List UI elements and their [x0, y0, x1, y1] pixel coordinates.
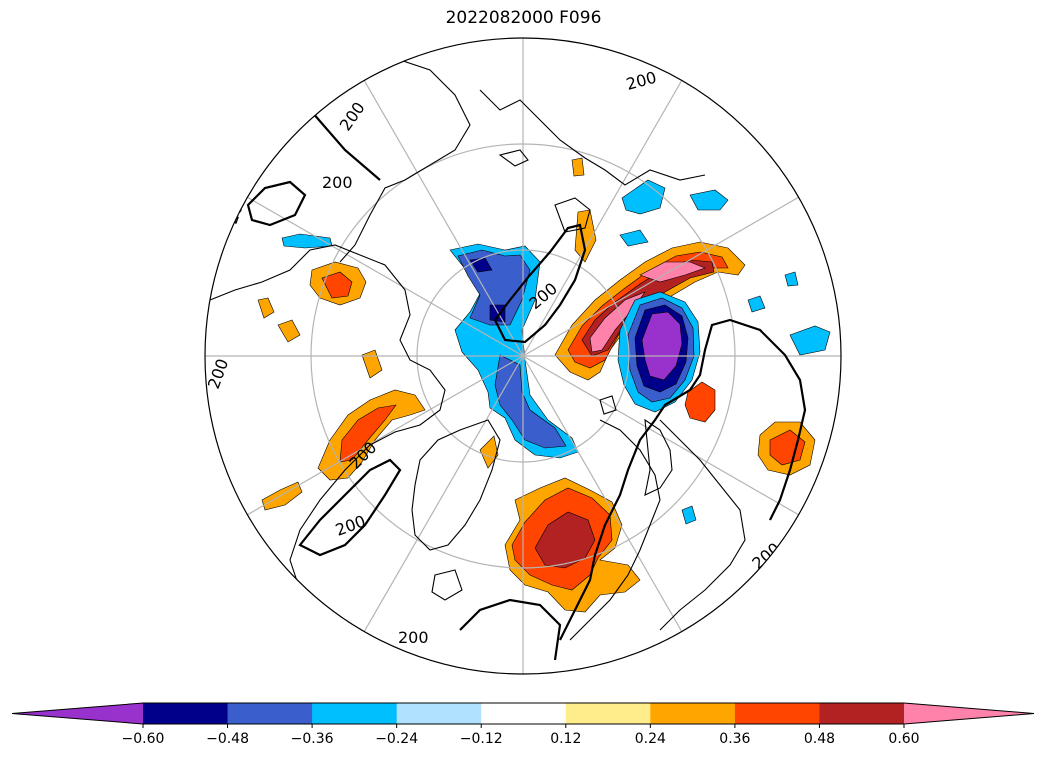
contour-label: 200: [322, 173, 353, 192]
colorbar-segment: [650, 703, 736, 724]
colorbar-tick-label: 0.48: [804, 731, 835, 747]
coast-alaska-canada: [209, 244, 446, 611]
negative-anomaly-small-4: [747, 295, 766, 313]
positive-anomaly-greenland-west-core: [321, 271, 353, 299]
colorbar-tick-label: −0.36: [291, 731, 334, 747]
colorbar-segment: [565, 703, 651, 724]
colorbar-tick-label: 0.60: [888, 731, 919, 747]
contour-arctic-trough: [493, 223, 587, 344]
contour-atlantic: [459, 598, 562, 661]
positive-anomaly-med: [684, 381, 716, 423]
contour-eurasia: [559, 318, 807, 641]
colorbar-extend-high: [904, 703, 1034, 724]
colorbar-segment: [481, 703, 567, 724]
coastlines: [209, 59, 746, 641]
negative-anomaly-central-core: [457, 249, 567, 449]
map-title: 2022082000 F096: [445, 8, 602, 28]
colorbar-segment: [819, 703, 905, 724]
positive-anomaly-small-1: [257, 297, 275, 319]
colorbar-tick-label: 0.12: [550, 731, 581, 747]
height-contours: [246, 111, 807, 661]
positive-anomaly-arc-core: [581, 259, 715, 357]
colorbar-segment: [396, 703, 482, 724]
map-boundary: [204, 37, 842, 675]
graticule: [205, 38, 841, 674]
colorbar-segment: [312, 703, 398, 724]
negative-anomaly-small-8: [784, 271, 799, 287]
colorbar-segment: [143, 703, 229, 724]
colorbar-extend-low: [12, 703, 143, 724]
negative-anomaly-small-6: [619, 229, 649, 247]
colorbar-segment: [734, 703, 820, 724]
colorbar-tick-label: −0.24: [375, 731, 418, 747]
map-disc: 200 200 200 200 200 200 200 200 200 200: [205, 38, 841, 674]
positive-anomaly-small-2: [277, 319, 301, 343]
positive-anomaly-siberia: [574, 209, 597, 263]
positive-anomaly-small-3: [361, 349, 383, 379]
coast-europe: [569, 419, 746, 641]
negative-anomaly-small-3: [789, 325, 831, 356]
positive-anomaly-small-4: [571, 157, 585, 177]
colorbar-tick-label: −0.60: [122, 731, 165, 747]
colorbar-tick-label: 0.24: [635, 731, 666, 747]
positive-anomaly-canada-inner: [339, 404, 397, 463]
contour-pacific: [246, 111, 381, 227]
negative-anomaly-small-2: [689, 189, 729, 211]
colorbar: −0.60 −0.48 −0.36 −0.24 −0.12 0.12 0.24 0.36 0.4…: [11, 702, 1035, 747]
negative-anomaly-small-7: [681, 505, 697, 525]
negative-anomaly-small-5: [621, 179, 666, 215]
colorbar-tick-label: −0.48: [206, 731, 249, 747]
colorbar-tick-label: −0.12: [460, 731, 503, 747]
contour-label: 200: [398, 628, 429, 647]
coast-scandinavia: [644, 418, 673, 496]
colorbar-tick-label: 0.36: [719, 731, 750, 747]
colorbar-segment: [227, 703, 313, 724]
positive-anomaly-greenland-east: [479, 435, 499, 469]
negative-anomaly-east-min: [641, 311, 683, 381]
positive-anomaly-mideast-core: [769, 429, 806, 466]
coast-greenland: [411, 419, 501, 551]
coast-arctic-islands: [431, 149, 617, 601]
anomaly-shading: [257, 157, 831, 613]
contour-canada: [298, 458, 402, 557]
